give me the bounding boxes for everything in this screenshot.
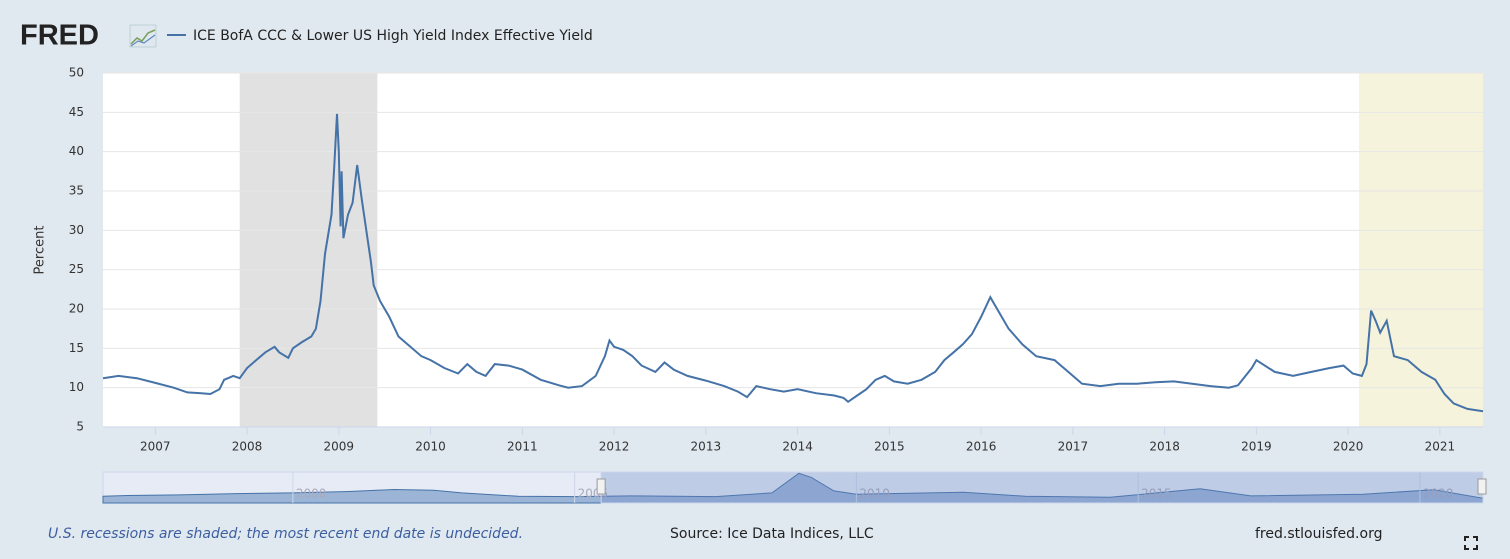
recession-shade: [239, 73, 378, 427]
x-tick-label: 2008: [232, 440, 263, 454]
recession-shade: [1359, 73, 1483, 427]
x-tick-label: 2007: [140, 440, 171, 454]
y-tick-label: 5: [76, 420, 84, 434]
navigator-selection: [600, 471, 1484, 504]
navigator-tick-label: 2010: [859, 487, 890, 501]
x-tick-label: 2013: [691, 440, 722, 454]
y-tick-label: 40: [69, 144, 84, 158]
x-tick-label: 2020: [1333, 440, 1364, 454]
logo-icon: [129, 24, 157, 48]
navigator-tick-label: 2020: [1423, 487, 1454, 501]
navigator-handle[interactable]: [1477, 478, 1487, 495]
y-axis-label: Percent: [33, 226, 48, 275]
y-tick-label: 10: [69, 380, 84, 394]
x-tick-label: 2017: [1058, 440, 1089, 454]
y-tick-label: 25: [69, 262, 84, 276]
x-tick-label: 2014: [782, 440, 813, 454]
navigator-handle[interactable]: [596, 478, 606, 495]
legend-label: ICE BofA CCC & Lower US High Yield Index…: [193, 28, 593, 44]
y-tick-label: 20: [69, 302, 84, 316]
fullscreen-icon[interactable]: [1464, 536, 1478, 550]
y-tick-label: 30: [69, 223, 84, 237]
y-tick-label: 50: [69, 66, 84, 80]
y-tick-label: 45: [69, 105, 84, 119]
recession-note: U.S. recessions are shaded; the most rec…: [48, 526, 523, 542]
navigator-tick-label: 2015: [1141, 487, 1172, 501]
x-tick-label: 2019: [1241, 440, 1272, 454]
site-link[interactable]: fred.stlouisfed.org: [1255, 526, 1382, 542]
series-line: [102, 113, 1484, 413]
x-tick-label: 2016: [966, 440, 997, 454]
x-tick-label: 2010: [415, 440, 446, 454]
x-tick-label: 2012: [599, 440, 630, 454]
x-tick-label: 2009: [324, 440, 355, 454]
navigator-tick-label: 2000: [296, 487, 327, 501]
x-tick-label: 2021: [1425, 440, 1456, 454]
brand-logo[interactable]: FRED: [20, 20, 99, 52]
y-tick-label: 35: [69, 184, 84, 198]
x-tick-label: 2011: [507, 440, 538, 454]
x-tick-label: 2018: [1149, 440, 1180, 454]
source: Source: Ice Data Indices, LLC: [670, 526, 874, 542]
x-tick-label: 2015: [874, 440, 905, 454]
y-tick-label: 15: [69, 341, 84, 355]
